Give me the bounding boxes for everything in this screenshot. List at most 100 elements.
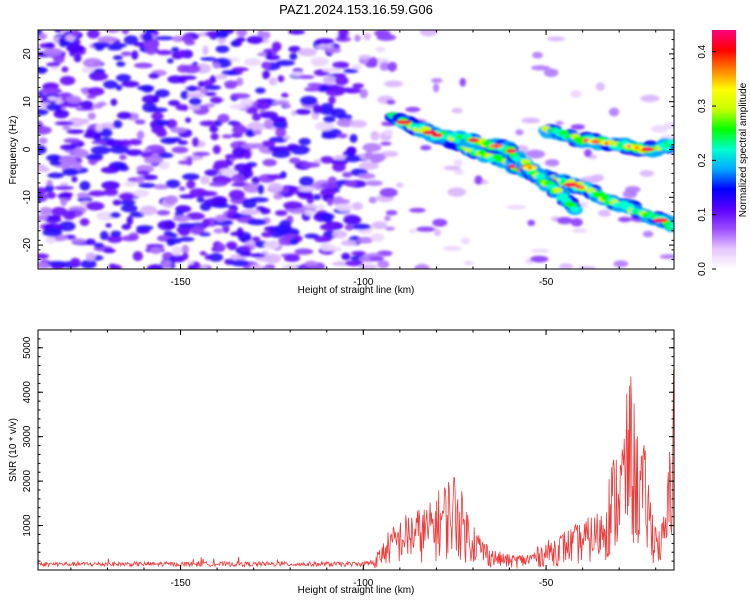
noise-blob (395, 182, 404, 188)
noise-blob (236, 36, 246, 43)
noise-blob (274, 100, 290, 106)
noise-blob (431, 78, 443, 83)
noise-blob (79, 218, 90, 226)
noise-blob (244, 58, 262, 66)
noise-blob (642, 230, 654, 238)
noise-blob (453, 159, 463, 166)
noise-blob (93, 242, 105, 248)
noise-blob (67, 117, 85, 128)
noise-blob (148, 73, 160, 79)
noise-blob (103, 188, 119, 195)
noise-blob (165, 179, 181, 189)
noise-blob (332, 230, 348, 239)
noise-blob (315, 44, 335, 49)
noise-blob (434, 228, 441, 237)
noise-blob (153, 184, 170, 190)
noise-blob (73, 54, 82, 63)
colorbar-tick-label: 0.1 (697, 207, 708, 221)
noise-blob (136, 130, 145, 140)
y-tick-label: -10 (22, 190, 33, 205)
noise-blob (76, 192, 91, 199)
ridge-core (666, 139, 674, 146)
noise-blob (419, 30, 438, 37)
noise-blob (261, 140, 276, 148)
noise-blob (443, 245, 462, 251)
noise-blob (199, 120, 218, 127)
noise-blob (95, 123, 104, 132)
noise-blob (169, 254, 186, 263)
noise-blob (215, 74, 228, 80)
noise-blob (88, 190, 107, 197)
noise-blob (38, 253, 50, 259)
noise-blob (38, 108, 49, 116)
noise-blob (408, 207, 426, 213)
y-tick-label: 5000 (22, 336, 33, 359)
noise-blob (42, 227, 63, 237)
noise-blob (405, 106, 421, 113)
ridge-peak (435, 133, 440, 137)
noise-blob (200, 175, 210, 185)
noise-blob (219, 168, 235, 175)
noise-blob (255, 87, 266, 94)
noise-blob (109, 264, 122, 269)
noise-blob (155, 89, 170, 98)
noise-blob (58, 221, 76, 232)
noise-blob (443, 165, 461, 171)
noise-blob (222, 223, 230, 234)
noise-blob (283, 135, 291, 140)
noise-blob (330, 84, 339, 90)
noise-blob (47, 172, 65, 179)
noise-blob (530, 248, 549, 253)
noise-blob (171, 146, 189, 154)
noise-blob (91, 140, 106, 145)
noise-blob (239, 245, 251, 252)
noise-blob (349, 133, 358, 143)
ridge-core (535, 173, 546, 180)
noise-blob (351, 64, 362, 70)
noise-blob (120, 139, 131, 147)
noise-blob (261, 31, 271, 39)
noise-blob (376, 33, 397, 41)
noise-blob (45, 184, 54, 193)
noise-blob (182, 252, 189, 261)
noise-blob (304, 233, 320, 239)
noise-blob (362, 32, 372, 41)
noise-blob (335, 198, 351, 204)
noise-blob (116, 61, 126, 67)
noise-blob (578, 266, 596, 269)
ridge-peak (604, 141, 609, 145)
noise-blob (38, 67, 49, 73)
noise-blob (47, 260, 67, 266)
noise-blob (336, 118, 355, 128)
noise-blob (544, 159, 560, 167)
noise-blob (651, 125, 669, 133)
noise-blob (60, 144, 77, 151)
spectrogram-y-tick-labels: -20 -10 0 10 20 (22, 48, 33, 252)
noise-blob (119, 192, 135, 201)
noise-blob (314, 121, 335, 131)
noise-blob (281, 264, 299, 269)
noise-blob (212, 62, 221, 69)
noise-blob (344, 87, 362, 94)
noise-blob (385, 226, 395, 231)
noise-blob (327, 198, 334, 206)
noise-blob (349, 120, 368, 128)
noise-blob (163, 230, 173, 237)
noise-blob (243, 168, 254, 179)
noise-blob (63, 210, 76, 221)
noise-blob (243, 151, 252, 160)
snr-frame (37, 329, 675, 571)
noise-blob (558, 263, 574, 269)
colorbar-label: Normalized spectral amplitude (738, 82, 749, 217)
noise-blob (182, 173, 200, 181)
noise-blob (328, 95, 336, 105)
noise-blob (182, 64, 201, 74)
noise-blob (261, 231, 273, 238)
noise-blob (474, 175, 483, 185)
noise-blob (251, 176, 260, 185)
noise-blob (304, 260, 318, 267)
noise-blob (303, 86, 321, 92)
noise-blob (268, 146, 280, 152)
colorbar-tick-label: 0.3 (697, 99, 708, 113)
